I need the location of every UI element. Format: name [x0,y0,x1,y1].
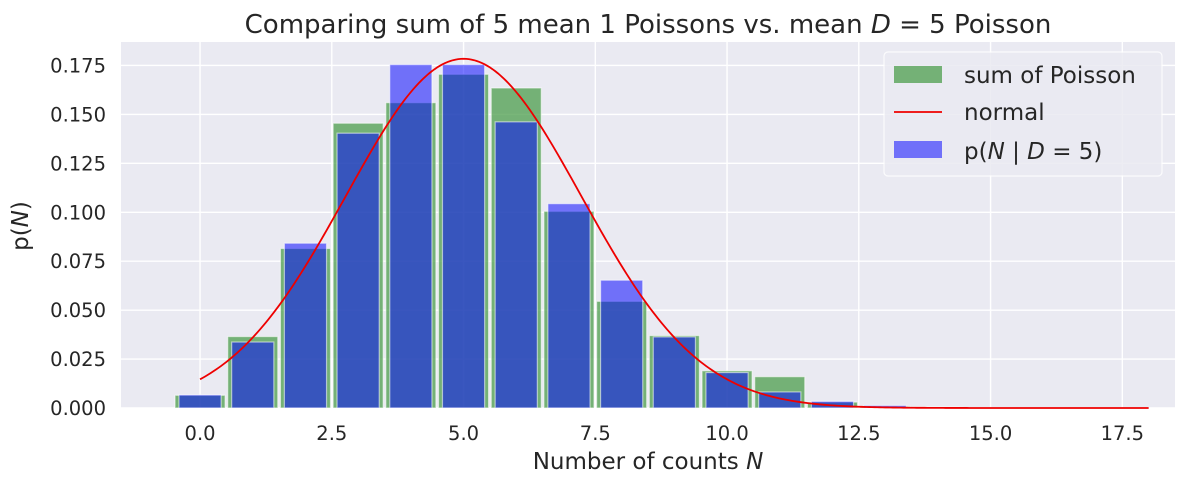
x-axis-label-part: N [746,449,763,475]
chart-title-part: D [871,10,891,40]
y-tick-label: 0.150 [50,103,106,126]
poisson-d5-bar [441,63,486,409]
y-tick-label: 0.100 [50,201,106,224]
legend-frame [883,51,1163,177]
poisson-d5-bar [494,121,538,409]
y-axis-ticks: 0.000 0.025 0.050 0.075 0.100 0.125 0.150 0.175 [50,54,106,420]
legend-label-normal: normal [964,100,1045,126]
poisson-d5-bar [389,63,433,409]
chart-title: Comparing sum of 5 mean 1 Poissons vs. m… [245,10,1052,40]
x-tick-label: 10.0 [705,422,748,445]
x-tick-label: 12.5 [837,422,880,445]
x-axis-label: Number of counts N [533,449,764,475]
poisson-d5-bar [599,279,644,409]
series-normal-line [199,57,1149,409]
poisson-d5-bar [547,203,591,409]
y-tick-label: 0.075 [50,250,106,273]
y-tick-label: 0.125 [50,152,106,175]
chart-title-part: = 5 Poisson [891,10,1051,40]
x-axis-ticks: 0.0 2.5 5.0 7.5 10.0 12.5 15.0 17.5 [185,422,1144,445]
chart-title-part: Comparing sum of 5 mean 1 Poissons vs. m… [245,10,871,40]
y-tick-label: 0.175 [50,54,106,77]
legend-label-part: D [1027,139,1045,165]
y-axis-label-part: ) [8,201,34,210]
legend-label-part: | [1005,139,1027,165]
y-axis-label-part: N [8,210,34,227]
y-tick-label: 0.000 [50,397,106,420]
x-tick-label: 5.0 [448,422,479,445]
y-tick-label: 0.025 [50,348,106,371]
legend-swatch-sum-of-poisson [894,66,942,83]
x-axis-label-part: Number of counts [533,449,746,475]
y-axis-label-part: p( [8,227,34,251]
x-tick-label: 7.5 [580,422,611,445]
x-tick-label: 17.5 [1101,422,1144,445]
x-tick-label: 0.0 [185,422,216,445]
y-tick-label: 0.050 [50,299,106,322]
legend-swatch-poisson-d5 [894,141,942,158]
poisson-d5-bar [178,394,222,409]
y-axis-label: p(N) [8,201,34,251]
poisson-d5-bar [705,371,749,409]
poisson-d5-bar [336,132,380,409]
x-tick-label: 2.5 [316,422,347,445]
poisson-d5-bar [283,242,328,409]
poisson-d5-bar [231,341,275,409]
legend-label-poisson-d5: p(N | D = 5) [964,139,1102,165]
legend-label-part: p( [964,139,988,165]
legend-label-part: = 5) [1045,139,1103,165]
legend-label-sum-of-poisson: sum of Poisson [964,63,1136,89]
legend: sum of Poisson normal p(N | D = 5) [883,51,1163,177]
legend-label-part: N [988,139,1005,165]
poisson-d5-bar [652,336,697,409]
x-tick-label: 15.0 [969,422,1012,445]
